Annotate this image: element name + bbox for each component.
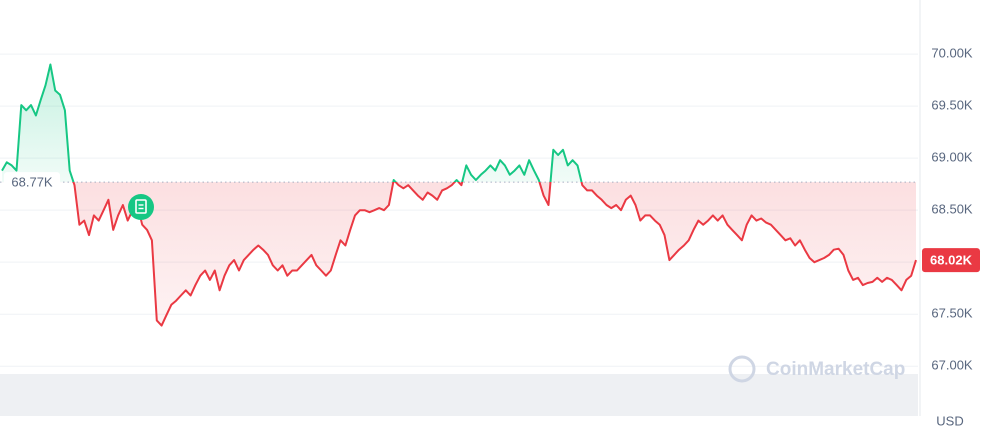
baseline-label: 68.77K [11,175,53,190]
y-tick-label: 67.00K [931,358,973,373]
volume-area [0,374,918,416]
currency-label: USD [936,413,963,428]
last-price-label: 68.02K [930,253,973,268]
y-tick-label: 68.50K [931,202,973,217]
watermark-logo: CoinMarketCap [728,355,905,383]
baseline-label-bg [4,172,60,193]
y-tick-label: 67.50K [931,306,973,321]
y-tick-label: 69.50K [931,98,973,113]
price-line [1,63,917,327]
last-price-tag [922,248,980,273]
y-tick-label: 70.00K [931,46,973,61]
watermark: CoinMarketCap [766,359,905,380]
price-area [2,64,916,326]
note-icon[interactable] [128,194,154,220]
y-tick-label: 69.00K [931,150,973,165]
